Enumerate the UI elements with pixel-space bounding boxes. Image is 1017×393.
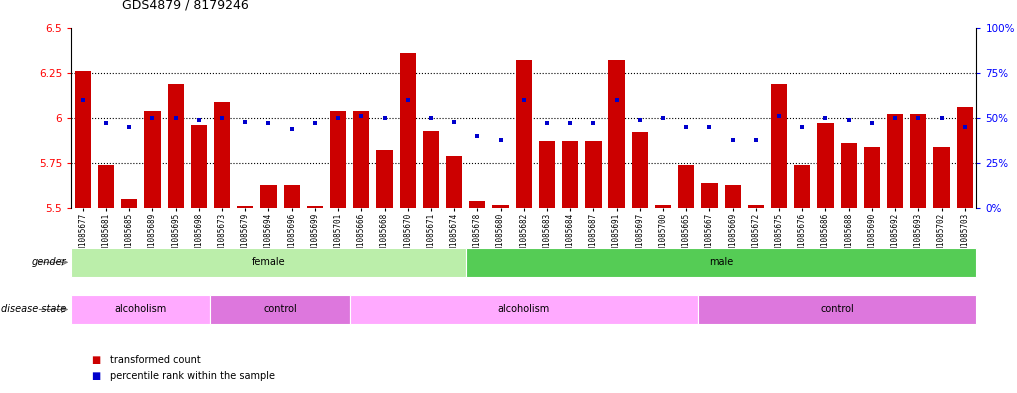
- Point: [747, 136, 764, 143]
- Bar: [655, 205, 671, 208]
- Bar: [71, 295, 211, 324]
- Point: [840, 117, 856, 123]
- Bar: [191, 125, 207, 208]
- Bar: [632, 132, 648, 208]
- Point: [214, 115, 230, 121]
- Bar: [376, 151, 393, 208]
- Point: [237, 118, 253, 125]
- Point: [910, 115, 926, 121]
- Point: [74, 97, 91, 103]
- Bar: [724, 185, 740, 208]
- Bar: [747, 205, 764, 208]
- Bar: [400, 53, 416, 208]
- Bar: [818, 123, 834, 208]
- Bar: [585, 141, 601, 208]
- Bar: [934, 147, 950, 208]
- Point: [191, 117, 207, 123]
- Text: control: control: [263, 305, 297, 314]
- Bar: [608, 60, 624, 208]
- Point: [887, 115, 903, 121]
- Point: [863, 120, 880, 127]
- Point: [678, 124, 695, 130]
- Point: [608, 97, 624, 103]
- Text: male: male: [709, 257, 733, 267]
- Point: [562, 120, 579, 127]
- Point: [702, 124, 718, 130]
- Text: transformed count: transformed count: [110, 354, 200, 365]
- Bar: [516, 60, 532, 208]
- Point: [818, 115, 834, 121]
- Point: [423, 115, 439, 121]
- Point: [260, 120, 277, 127]
- Point: [655, 115, 671, 121]
- Bar: [74, 71, 91, 208]
- Bar: [214, 102, 230, 208]
- Point: [632, 117, 648, 123]
- Bar: [353, 111, 369, 208]
- Point: [376, 115, 393, 121]
- Text: gender: gender: [32, 257, 66, 267]
- Text: alcoholism: alcoholism: [497, 305, 550, 314]
- Bar: [678, 165, 695, 208]
- Point: [446, 118, 463, 125]
- Bar: [330, 111, 346, 208]
- Point: [585, 120, 601, 127]
- Bar: [237, 206, 253, 208]
- Bar: [840, 143, 856, 208]
- Bar: [771, 84, 787, 208]
- Bar: [539, 141, 555, 208]
- Point: [469, 133, 485, 139]
- Bar: [887, 114, 903, 208]
- Point: [724, 136, 740, 143]
- Bar: [702, 183, 718, 208]
- Bar: [71, 248, 466, 277]
- Bar: [466, 248, 976, 277]
- Text: percentile rank within the sample: percentile rank within the sample: [110, 371, 275, 382]
- Point: [168, 115, 184, 121]
- Point: [794, 124, 811, 130]
- Bar: [423, 130, 439, 208]
- Bar: [284, 185, 300, 208]
- Bar: [98, 165, 114, 208]
- Point: [144, 115, 161, 121]
- Text: ■: ■: [92, 371, 101, 382]
- Bar: [211, 295, 350, 324]
- Bar: [350, 295, 698, 324]
- Bar: [260, 185, 277, 208]
- Bar: [957, 107, 973, 208]
- Text: ■: ■: [92, 354, 101, 365]
- Point: [121, 124, 137, 130]
- Point: [539, 120, 555, 127]
- Point: [284, 126, 300, 132]
- Point: [98, 120, 114, 127]
- Text: disease state: disease state: [1, 305, 66, 314]
- Bar: [168, 84, 184, 208]
- Point: [957, 124, 973, 130]
- Point: [516, 97, 532, 103]
- Text: female: female: [251, 257, 286, 267]
- Text: GDS4879 / 8179246: GDS4879 / 8179246: [122, 0, 249, 12]
- Bar: [794, 165, 811, 208]
- Point: [492, 136, 508, 143]
- Point: [353, 113, 369, 119]
- Text: control: control: [820, 305, 854, 314]
- Text: alcoholism: alcoholism: [115, 305, 167, 314]
- Bar: [562, 141, 579, 208]
- Point: [330, 115, 346, 121]
- Point: [934, 115, 950, 121]
- Bar: [446, 156, 463, 208]
- Bar: [492, 205, 508, 208]
- Point: [771, 113, 787, 119]
- Point: [400, 97, 416, 103]
- Bar: [863, 147, 880, 208]
- Bar: [144, 111, 161, 208]
- Bar: [121, 199, 137, 208]
- Bar: [698, 295, 976, 324]
- Point: [307, 120, 323, 127]
- Bar: [307, 206, 323, 208]
- Bar: [469, 201, 485, 208]
- Bar: [910, 114, 926, 208]
